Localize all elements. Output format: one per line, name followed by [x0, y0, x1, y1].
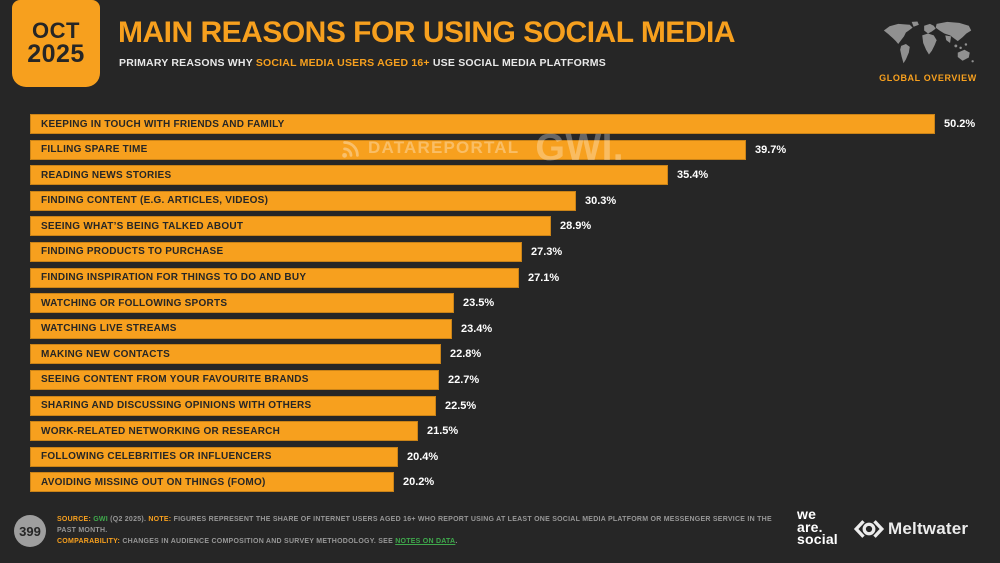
comparability-end: . [455, 538, 458, 545]
region-label: GLOBAL OVERVIEW [879, 73, 977, 83]
bar-chart: KEEPING IN TOUCH WITH FRIENDS AND FAMILY… [30, 114, 990, 493]
bar-label: FOLLOWING CELEBRITIES OR INFLUENCERS [41, 451, 272, 463]
page-title: MAIN REASONS FOR USING SOCIAL MEDIA [118, 16, 735, 49]
source-note-line2: COMPARABILITY: CHANGES IN AUDIENCE COMPO… [57, 536, 787, 547]
bar-row: WATCHING OR FOLLOWING SPORTS 23.5% [30, 293, 990, 314]
bar-row: READING NEWS STORIES 35.4% [30, 165, 990, 186]
source-gwi-link[interactable]: GWI [93, 516, 108, 523]
bar: KEEPING IN TOUCH WITH FRIENDS AND FAMILY [30, 114, 935, 134]
bar-value: 22.7% [448, 373, 480, 386]
bar: AVOIDING MISSING OUT ON THINGS (FOMO) [30, 472, 394, 493]
bar-label: FINDING CONTENT (E.G. ARTICLES, VIDEOS) [41, 195, 269, 207]
bar: WATCHING OR FOLLOWING SPORTS [30, 293, 454, 314]
bar-value: 20.4% [407, 450, 439, 463]
source-note: SOURCE: GWI (Q2 2025). NOTE: FIGURES REP… [57, 514, 787, 547]
bar: WORK-RELATED NETWORKING OR RESEARCH [30, 421, 418, 442]
bar-value: 30.3% [585, 194, 617, 207]
note-label: NOTE: [148, 516, 174, 523]
world-map-icon [883, 21, 974, 64]
page-subtitle: PRIMARY REASONS WHY SOCIAL MEDIA USERS A… [119, 57, 606, 69]
bar-label: READING NEWS STORIES [41, 169, 172, 181]
bar: SEEING WHAT’S BEING TALKED ABOUT [30, 216, 551, 237]
bar-label: KEEPING IN TOUCH WITH FRIENDS AND FAMILY [41, 118, 285, 130]
bar-value: 23.4% [461, 322, 493, 335]
region-block: GLOBAL OVERVIEW [876, 20, 980, 83]
bar-label: MAKING NEW CONTACTS [41, 348, 170, 360]
bar-value: 50.2% [944, 118, 976, 130]
source-note-line1: SOURCE: GWI (Q2 2025). NOTE: FIGURES REP… [57, 514, 787, 536]
bar: SHARING AND DISCUSSING OPINIONS WITH OTH… [30, 395, 436, 416]
bar-label: SEEING CONTENT FROM YOUR FAVOURITE BRAND… [41, 374, 309, 386]
bar-label: FILLING SPARE TIME [41, 144, 148, 156]
meltwater-eye-icon [853, 520, 885, 538]
subtitle-highlight: SOCIAL MEDIA USERS AGED 16+ [255, 57, 430, 69]
source-label: SOURCE: [57, 516, 94, 523]
bar-row: FINDING PRODUCTS TO PURCHASE 27.3% [30, 241, 990, 262]
bar-row: WATCHING LIVE STREAMS 23.4% [30, 318, 990, 339]
bar-label: WORK-RELATED NETWORKING OR RESEARCH [41, 425, 281, 437]
bar-label: FINDING INSPIRATION FOR THINGS TO DO AND… [41, 272, 307, 284]
bar-row: FILLING SPARE TIME 39.7% [30, 139, 990, 160]
bar: WATCHING LIVE STREAMS [30, 318, 452, 339]
we-are-social-logo: we are. social [797, 506, 838, 547]
comparability-label: COMPARABILITY: [57, 538, 123, 545]
page-number: 399 [19, 523, 41, 539]
bar-value: 23.5% [463, 297, 495, 310]
date-badge-year: 2025 [27, 39, 85, 68]
bar-row: SEEING CONTENT FROM YOUR FAVOURITE BRAND… [30, 369, 990, 390]
bar-label: SEEING WHAT’S BEING TALKED ABOUT [41, 220, 244, 232]
bar-value: 20.2% [403, 476, 435, 489]
bar: MAKING NEW CONTACTS [30, 344, 441, 365]
bar-value: 22.8% [450, 348, 482, 361]
bar: FINDING PRODUCTS TO PURCHASE [30, 241, 522, 262]
bar-row: WORK-RELATED NETWORKING OR RESEARCH 21.5% [30, 421, 990, 442]
subtitle-prefix: PRIMARY REASONS WHY [119, 57, 256, 69]
bar-label: AVOIDING MISSING OUT ON THINGS (FOMO) [41, 476, 266, 488]
bar-value: 22.5% [445, 399, 477, 412]
bar-value: 21.5% [427, 425, 459, 438]
was-line-1: we [797, 506, 817, 522]
subtitle-suffix: USE SOCIAL MEDIA PLATFORMS [429, 57, 606, 69]
notes-on-data-link[interactable]: NOTES ON DATA [395, 538, 456, 545]
was-line-2: are. [797, 518, 823, 535]
bar: READING NEWS STORIES [30, 165, 668, 186]
bar-row: SHARING AND DISCUSSING OPINIONS WITH OTH… [30, 395, 990, 416]
bar-value: 27.3% [531, 245, 563, 258]
bar: SEEING CONTENT FROM YOUR FAVOURITE BRAND… [30, 369, 439, 390]
meltwater-wordmark: Meltwater [888, 519, 969, 538]
bar-row: FINDING CONTENT (E.G. ARTICLES, VIDEOS) 3… [30, 190, 990, 211]
bar-label: WATCHING OR FOLLOWING SPORTS [41, 297, 228, 309]
bar-value: 28.9% [560, 220, 592, 233]
bar-label: WATCHING LIVE STREAMS [41, 323, 177, 335]
bar-row: SEEING WHAT’S BEING TALKED ABOUT 28.9% [30, 216, 990, 237]
date-badge-month: OCT [32, 17, 80, 43]
date-badge: OCT 2025 [12, 0, 100, 87]
bar-row: AVOIDING MISSING OUT ON THINGS (FOMO) 20.… [30, 472, 990, 493]
bar-value: 35.4% [677, 169, 709, 182]
page-number-badge: 399 [14, 515, 46, 547]
comparability-text: CHANGES IN AUDIENCE COMPOSITION AND SURV… [122, 538, 396, 545]
bar: FINDING CONTENT (E.G. ARTICLES, VIDEOS) [30, 190, 576, 211]
bar: FINDING INSPIRATION FOR THINGS TO DO AND… [30, 267, 519, 288]
bar-value: 39.7% [755, 143, 787, 156]
bar-row: MAKING NEW CONTACTS 22.8% [30, 344, 990, 365]
bar-value: 27.1% [528, 271, 560, 284]
bar-label: SHARING AND DISCUSSING OPINIONS WITH OTH… [41, 400, 312, 412]
note-text: FIGURES REPRESENT THE SHARE OF INTERNET … [57, 516, 772, 534]
source-mid: (Q2 2025). [107, 516, 149, 523]
bar: FOLLOWING CELEBRITIES OR INFLUENCERS [30, 446, 398, 467]
bar-row: FINDING INSPIRATION FOR THINGS TO DO AND… [30, 267, 990, 288]
bar-row: FOLLOWING CELEBRITIES OR INFLUENCERS 20.4… [30, 446, 990, 467]
was-line-3: social [797, 531, 838, 547]
bar: FILLING SPARE TIME [30, 139, 746, 160]
meltwater-logo: Meltwater [853, 518, 968, 540]
bar-row: KEEPING IN TOUCH WITH FRIENDS AND FAMILY… [30, 114, 990, 134]
bar-label: FINDING PRODUCTS TO PURCHASE [41, 246, 224, 258]
